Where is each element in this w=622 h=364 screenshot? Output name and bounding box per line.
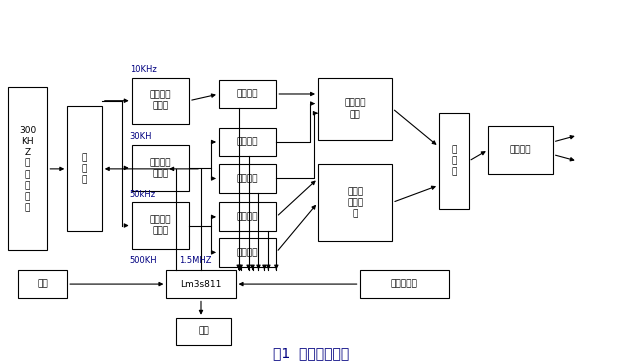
Bar [219, 128, 276, 157]
Text: 显示: 显示 [198, 327, 209, 336]
Text: 50kHz: 50kHz [129, 190, 156, 199]
Text: 峰值检测电: 峰值检测电 [391, 280, 417, 289]
Bar [360, 270, 448, 298]
Bar [219, 238, 276, 267]
Bar [219, 80, 276, 108]
Bar [17, 270, 67, 298]
Bar [132, 202, 189, 249]
Bar [219, 164, 276, 193]
Text: 波形合成: 波形合成 [510, 145, 531, 154]
Bar [132, 145, 189, 191]
Text: 30KH: 30KH [129, 132, 152, 141]
Bar [318, 78, 392, 140]
Bar [67, 106, 102, 231]
Text: 调理电路: 调理电路 [237, 90, 258, 99]
Text: 分
频
器: 分 频 器 [82, 153, 87, 185]
Text: 调理电路: 调理电路 [237, 138, 258, 146]
Bar [176, 318, 231, 345]
Text: 调理电路: 调理电路 [237, 174, 258, 183]
Text: 方波产生
电路: 方波产生 电路 [345, 99, 366, 119]
Text: 调理电路: 调理电路 [237, 248, 258, 257]
Bar [166, 270, 236, 298]
Text: 500KH: 500KH [129, 256, 157, 265]
Bar [488, 126, 553, 174]
Bar [439, 113, 468, 209]
Bar [132, 78, 189, 124]
Text: Lm3s811: Lm3s811 [180, 280, 221, 289]
Text: 图1  总体设计框图: 图1 总体设计框图 [273, 346, 349, 360]
Text: 键盘: 键盘 [37, 280, 48, 289]
Text: 1.5MHZ: 1.5MHZ [179, 256, 211, 265]
Text: 10KHz: 10KHz [129, 65, 156, 74]
Text: 加
法
器: 加 法 器 [451, 146, 457, 177]
Text: 调理电路: 调理电路 [237, 212, 258, 221]
Text: 有源低通
滤波器: 有源低通 滤波器 [150, 215, 171, 236]
Text: 三角波
产生电
路: 三角波 产生电 路 [347, 187, 363, 218]
Text: 有源低通
滤波器: 有源低通 滤波器 [150, 91, 171, 111]
Text: 有源低通
滤波器: 有源低通 滤波器 [150, 158, 171, 178]
Bar [219, 202, 276, 231]
Text: 300
KH
Z
方
波
振
荡
器: 300 KH Z 方 波 振 荡 器 [19, 126, 36, 212]
Bar [318, 164, 392, 241]
Bar [7, 87, 47, 250]
